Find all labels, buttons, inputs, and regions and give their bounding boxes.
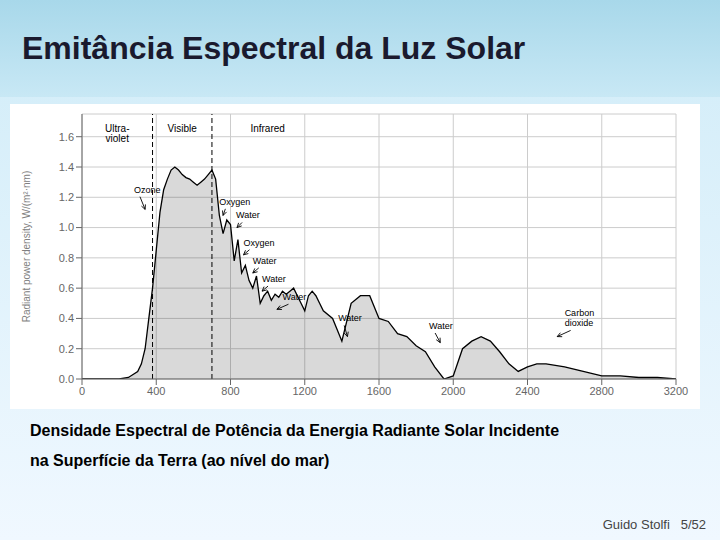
svg-text:800: 800 [221, 385, 239, 397]
svg-text:1.0: 1.0 [59, 221, 74, 233]
svg-text:0.0: 0.0 [59, 373, 74, 385]
svg-text:1600: 1600 [367, 385, 391, 397]
svg-text:2400: 2400 [515, 385, 539, 397]
svg-text:3200: 3200 [664, 385, 688, 397]
svg-text:Water: Water [338, 313, 362, 323]
svg-text:Oxygen: Oxygen [243, 238, 274, 248]
svg-text:0.2: 0.2 [59, 343, 74, 355]
svg-text:0: 0 [79, 385, 85, 397]
svg-text:1.4: 1.4 [59, 161, 74, 173]
svg-text:0.4: 0.4 [59, 312, 74, 324]
svg-text:Ultra-violet: Ultra-violet [105, 123, 129, 144]
html-text:Densidade Espectral de Potênci: Densidade Espectral de Potência da Energ… [30, 422, 560, 439]
html-text:na Superfície da Terra (ao nív: na Superfície da Terra (ao nível do mar) [30, 452, 330, 469]
svg-text:2800: 2800 [590, 385, 614, 397]
svg-text:Water: Water [282, 292, 306, 302]
svg-text:Oxygen: Oxygen [219, 197, 250, 207]
svg-text:Water: Water [262, 274, 286, 284]
svg-text:Ozone: Ozone [134, 185, 161, 195]
svg-text:1200: 1200 [293, 385, 317, 397]
svg-text:0.8: 0.8 [59, 252, 74, 264]
svg-text:1.6: 1.6 [59, 131, 74, 143]
svg-text:Water: Water [429, 321, 453, 331]
html-text:Guido Stolfi 5/52: Guido Stolfi 5/52 [602, 517, 706, 532]
svg-text:400: 400 [147, 385, 165, 397]
svg-text:Carbondioxide: Carbondioxide [565, 308, 595, 328]
svg-text:2000: 2000 [441, 385, 465, 397]
svg-text:Visible: Visible [168, 123, 198, 134]
svg-text:0.6: 0.6 [59, 282, 74, 294]
svg-text:Water: Water [236, 210, 260, 220]
svg-text:Water: Water [253, 256, 277, 266]
svg-text:1.2: 1.2 [59, 191, 74, 203]
html-text:Emitância Espectral da Luz Sol: Emitância Espectral da Luz Solar [22, 30, 526, 66]
svg-text:Radiant power density, W/(m²·n: Radiant power density, W/(m²·nm) [21, 171, 32, 323]
svg-text:Infrared: Infrared [250, 123, 284, 134]
